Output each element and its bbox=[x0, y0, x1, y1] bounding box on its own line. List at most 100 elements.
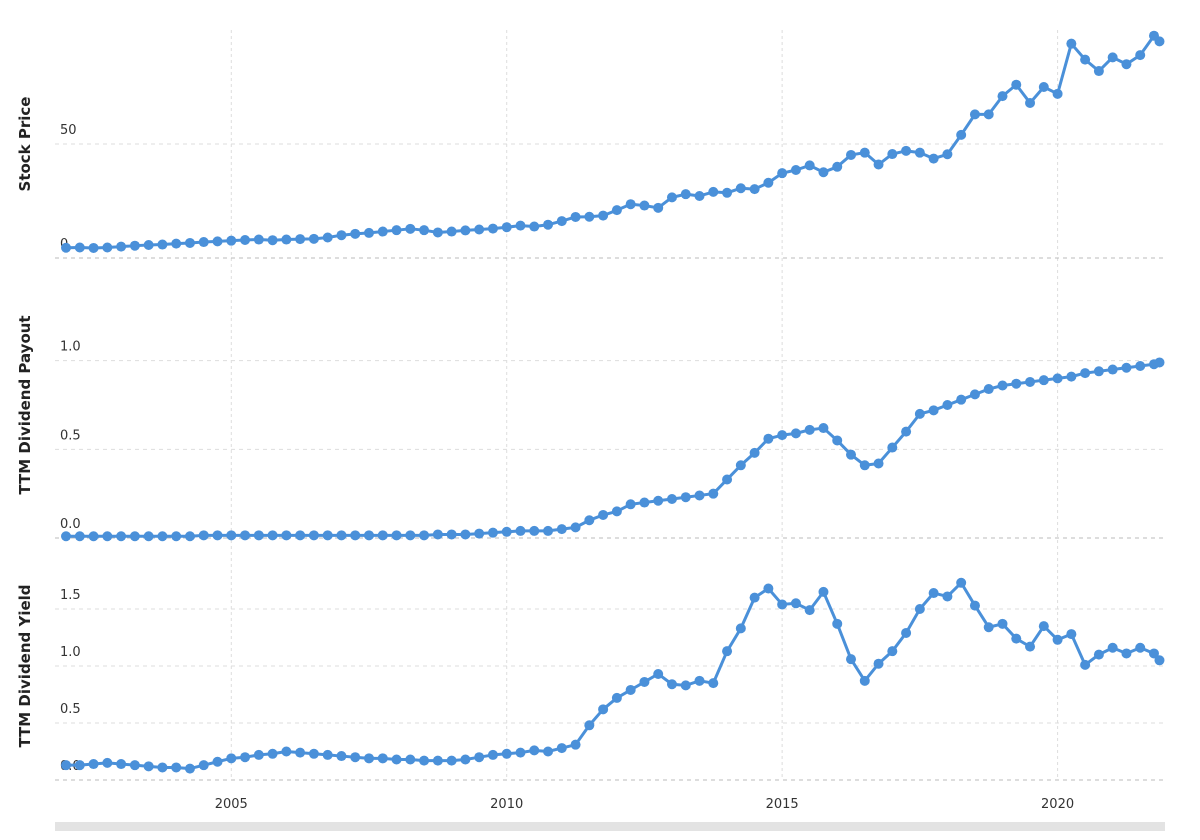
point bbox=[584, 515, 595, 526]
line bbox=[65, 34, 1161, 250]
point bbox=[240, 234, 251, 245]
point bbox=[391, 530, 402, 541]
point bbox=[680, 189, 691, 200]
point bbox=[432, 755, 443, 766]
scrollbar bbox=[55, 822, 1165, 831]
point bbox=[116, 531, 127, 542]
point bbox=[653, 202, 664, 213]
point bbox=[487, 527, 498, 538]
point bbox=[666, 679, 677, 690]
point bbox=[432, 227, 443, 238]
point bbox=[74, 760, 85, 771]
point bbox=[873, 658, 884, 669]
point bbox=[859, 147, 870, 158]
point bbox=[1154, 357, 1165, 368]
point bbox=[1011, 378, 1022, 389]
point bbox=[928, 588, 939, 599]
y-axis-title: Stock Price bbox=[16, 97, 34, 192]
point bbox=[116, 241, 127, 252]
point bbox=[1148, 648, 1159, 659]
point bbox=[1135, 642, 1146, 653]
point bbox=[556, 524, 567, 535]
point bbox=[1154, 655, 1165, 666]
point bbox=[1093, 66, 1104, 77]
point bbox=[308, 530, 319, 541]
point bbox=[969, 389, 980, 400]
point bbox=[653, 495, 664, 506]
point bbox=[322, 530, 333, 541]
point bbox=[1038, 621, 1049, 632]
point bbox=[956, 129, 967, 140]
point bbox=[901, 627, 912, 638]
point bbox=[570, 211, 581, 222]
point bbox=[253, 530, 264, 541]
point bbox=[487, 749, 498, 760]
point bbox=[873, 458, 884, 469]
point bbox=[198, 237, 209, 248]
x-tick-label: 2005 bbox=[215, 797, 248, 812]
point bbox=[240, 752, 251, 763]
point bbox=[901, 426, 912, 437]
point bbox=[1025, 376, 1036, 387]
point bbox=[1107, 364, 1118, 375]
point bbox=[942, 400, 953, 410]
point bbox=[708, 678, 719, 689]
point bbox=[143, 761, 154, 772]
point bbox=[515, 220, 526, 231]
point bbox=[708, 488, 719, 499]
point bbox=[914, 147, 925, 158]
point bbox=[735, 460, 746, 471]
point bbox=[543, 525, 554, 536]
point bbox=[363, 753, 374, 764]
point bbox=[804, 160, 815, 171]
point bbox=[226, 235, 237, 246]
point bbox=[212, 756, 223, 767]
point bbox=[611, 205, 622, 216]
point bbox=[336, 751, 347, 762]
point bbox=[460, 754, 471, 765]
point bbox=[790, 428, 801, 439]
point bbox=[1011, 633, 1022, 644]
point bbox=[598, 210, 609, 221]
point bbox=[859, 460, 870, 471]
point bbox=[61, 760, 72, 771]
point bbox=[116, 759, 127, 770]
point bbox=[295, 530, 306, 541]
y-tick-label: 0.5 bbox=[60, 702, 81, 717]
point bbox=[253, 749, 264, 760]
point bbox=[143, 531, 154, 542]
point bbox=[1107, 642, 1118, 653]
point bbox=[1025, 641, 1036, 652]
point bbox=[102, 242, 113, 253]
point bbox=[832, 161, 843, 172]
point bbox=[846, 449, 857, 460]
y-tick-label: 1.0 bbox=[60, 340, 81, 355]
point bbox=[584, 720, 595, 731]
point bbox=[308, 233, 319, 244]
point bbox=[143, 240, 154, 251]
point bbox=[529, 525, 540, 536]
y-tick-label: 0.5 bbox=[60, 428, 81, 443]
point bbox=[281, 746, 292, 757]
point bbox=[749, 184, 760, 195]
point bbox=[419, 530, 430, 541]
point bbox=[322, 232, 333, 243]
point bbox=[570, 739, 581, 750]
point bbox=[873, 159, 884, 170]
point bbox=[460, 225, 471, 236]
point bbox=[501, 222, 512, 233]
point bbox=[1135, 360, 1146, 371]
point bbox=[914, 604, 925, 614]
point bbox=[1093, 649, 1104, 660]
point bbox=[722, 474, 733, 485]
point bbox=[694, 490, 705, 501]
point bbox=[267, 748, 278, 759]
point bbox=[997, 380, 1008, 391]
point bbox=[240, 530, 251, 541]
point bbox=[722, 187, 733, 198]
point bbox=[157, 531, 168, 542]
point bbox=[1080, 54, 1091, 65]
point bbox=[171, 238, 182, 249]
point bbox=[777, 168, 788, 179]
